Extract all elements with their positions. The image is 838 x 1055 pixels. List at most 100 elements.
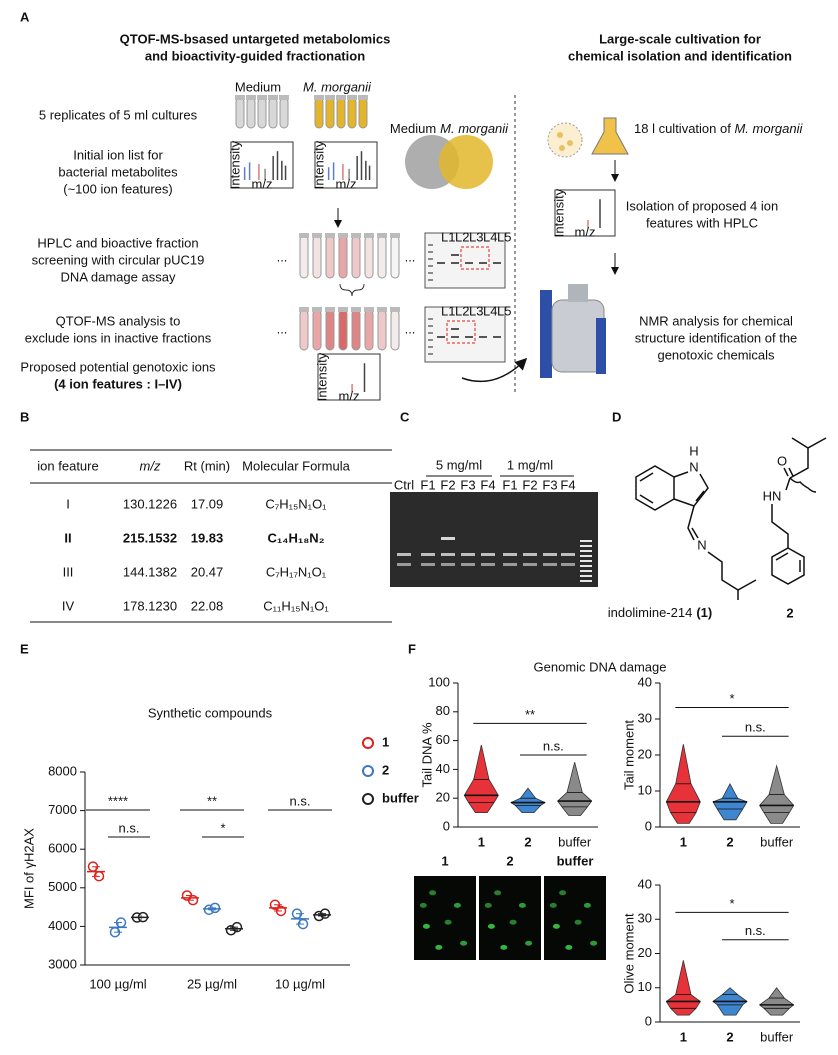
comet-image	[544, 876, 606, 960]
venn-label-part: Medium	[390, 121, 436, 136]
concentration-label: 1 mg/ml	[507, 457, 553, 472]
panel-label: E	[20, 641, 29, 656]
step-text: genotoxic chemicals	[657, 347, 775, 362]
significance-label: n.s.	[543, 738, 564, 753]
y-axis-label: MFI of γH2AX	[21, 828, 36, 909]
gel-band	[441, 553, 455, 556]
significance-label: *	[729, 896, 734, 911]
table-cell: 17.09	[191, 496, 224, 511]
step-text: Isolation of proposed 4 ion	[626, 198, 779, 213]
lane-label: F1	[502, 477, 517, 492]
nmr-instrument	[540, 290, 552, 378]
comet	[509, 919, 517, 925]
tube-cap	[377, 233, 387, 238]
culture-tube	[325, 97, 335, 129]
comet	[583, 902, 591, 908]
bacteria-icon	[547, 122, 583, 158]
significance-label: n.s.	[745, 720, 766, 735]
panel-title: Genomic DNA damage	[534, 659, 667, 674]
step-text: structure identification of the	[635, 330, 798, 345]
legend-label: 1	[382, 734, 389, 749]
comet	[453, 902, 461, 908]
y-tick-label: 60	[436, 732, 450, 747]
step-text: NMR analysis for chemical	[639, 313, 793, 328]
comet	[500, 944, 508, 950]
atom-label: O	[777, 453, 787, 468]
step-text: (4 ion features : I–IV)	[54, 376, 182, 391]
x-tick-label: 2	[726, 1029, 733, 1044]
tube-cap	[338, 307, 348, 312]
step-text: exclude ions in inactive fractions	[25, 330, 212, 345]
culture-tube	[347, 97, 357, 129]
tube-cap	[325, 233, 335, 238]
violin	[510, 787, 546, 813]
tube-cap	[338, 233, 348, 238]
section-title: Large-scale cultivation for	[599, 31, 761, 46]
x-tick-label: 2	[524, 834, 531, 849]
step-text: 18 l cultivation of M. morganii	[634, 121, 803, 136]
spectrum-frame	[554, 189, 616, 237]
comet	[444, 919, 452, 925]
gel-ladder	[580, 580, 592, 582]
y-axis-label: Tail moment	[621, 720, 636, 790]
nmr-instrument	[568, 284, 588, 302]
step-text: (~100 ion features)	[63, 181, 172, 196]
gel-band	[523, 553, 537, 556]
venn-label: Medium M. morganii	[390, 121, 509, 136]
tube-cap	[246, 95, 256, 100]
gel-band	[461, 553, 475, 556]
image-label: buffer	[557, 853, 594, 868]
venn-label-part: M. morganii	[440, 121, 509, 136]
significance-label: ****	[108, 793, 128, 808]
gel-band	[523, 563, 537, 566]
step-text: QTOF-MS analysis to	[56, 313, 181, 328]
y-axis-label: Tail DNA %	[419, 722, 434, 787]
y-axis-label: Olive moment	[621, 913, 636, 994]
bacteria-icon	[559, 145, 565, 151]
y-tick-label: 20	[436, 790, 450, 805]
spectrum-frame	[230, 141, 294, 189]
legend-marker	[362, 793, 374, 805]
spectrum-axis-label: m/z	[575, 224, 596, 239]
culture-tube	[246, 97, 256, 129]
atom-label: N	[689, 459, 698, 474]
y-tick-label: 20	[638, 945, 652, 960]
y-tick-label: 100	[428, 674, 450, 689]
gel-band	[561, 563, 575, 566]
lane-label: F4	[560, 477, 575, 492]
table-cell: 178.1230	[123, 598, 177, 613]
gel-ladder	[580, 560, 592, 562]
spectrum-axis-label: m/z	[339, 388, 360, 403]
gel-band	[421, 563, 435, 566]
comet	[565, 944, 573, 950]
spectrum-axis-label: Intensity	[227, 140, 242, 189]
culture-tube	[377, 235, 387, 279]
culture-tube	[325, 309, 335, 351]
culture-tube	[299, 235, 309, 279]
comet	[419, 902, 427, 908]
legend-marker	[362, 765, 374, 777]
tube-cap	[235, 95, 245, 100]
x-tick-label: 25 µg/ml	[187, 976, 237, 991]
gel-ladder	[580, 545, 592, 547]
lane-label: F2	[522, 477, 537, 492]
gel-lane-label: L2	[455, 303, 469, 318]
step-text: features with HPLC	[646, 215, 758, 230]
violin	[557, 762, 593, 816]
culture-tube	[364, 309, 374, 351]
panel-label: D	[612, 409, 621, 424]
gel-lane-label: L5	[497, 303, 511, 318]
y-tick-label: 7000	[48, 802, 77, 817]
comet	[518, 902, 526, 908]
image-label: 2	[506, 853, 513, 868]
lane-label: F3	[460, 477, 475, 492]
table-cell: 144.1382	[123, 564, 177, 579]
violin	[665, 960, 701, 1016]
culture-tube	[351, 309, 361, 351]
brace	[339, 283, 365, 297]
y-tick-label: 20	[638, 746, 652, 761]
lane-label: Ctrl	[394, 477, 414, 492]
gel-band	[397, 553, 411, 556]
significance-label: n.s.	[745, 923, 766, 938]
y-tick-label: 6000	[48, 841, 77, 856]
